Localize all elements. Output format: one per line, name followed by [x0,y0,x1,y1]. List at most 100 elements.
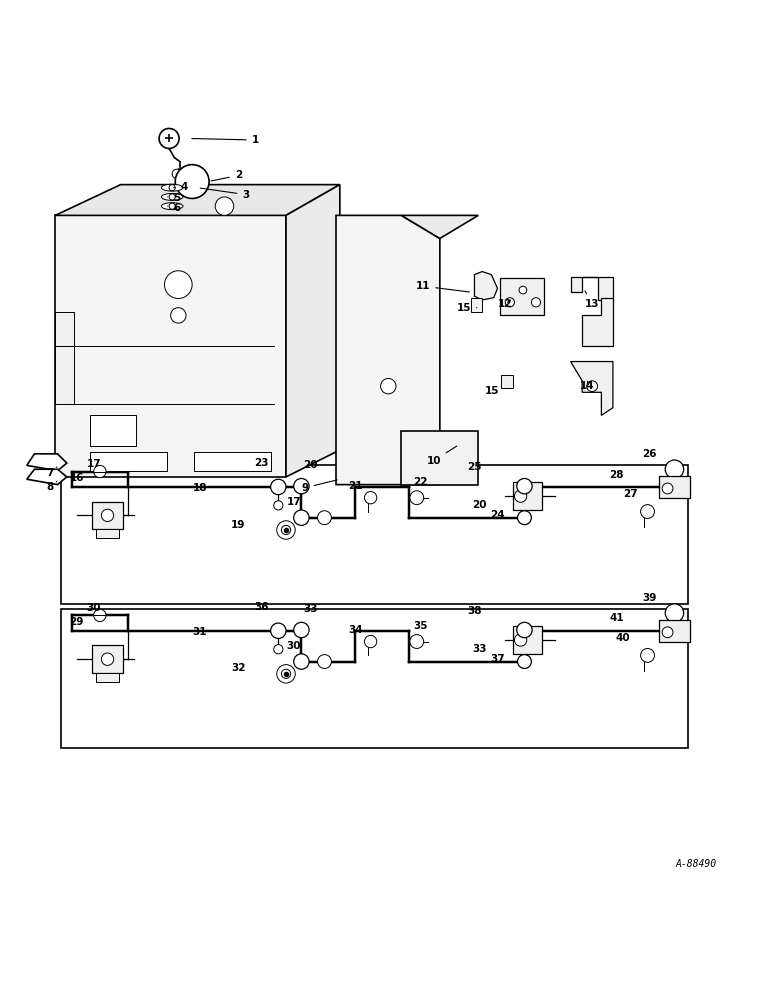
Text: 37: 37 [490,654,505,664]
Text: 36: 36 [254,602,269,612]
Circle shape [159,128,179,148]
Circle shape [364,635,377,648]
Circle shape [277,665,295,683]
Circle shape [281,525,290,535]
Circle shape [317,511,331,525]
Circle shape [514,490,527,502]
Bar [194,452,271,471]
Text: 29: 29 [69,617,84,627]
Text: 22: 22 [413,477,428,487]
Text: 27: 27 [623,489,638,499]
Bar [90,415,136,446]
Bar [56,346,74,404]
Bar [62,465,689,604]
Circle shape [293,510,309,525]
Circle shape [641,648,655,662]
Text: 41: 41 [609,613,624,623]
Circle shape [665,460,684,478]
Text: 38: 38 [467,606,482,616]
Circle shape [93,609,106,622]
Bar [659,476,690,498]
Circle shape [101,509,113,522]
Text: 18: 18 [192,483,207,493]
Circle shape [531,298,540,307]
Text: 26: 26 [642,449,656,459]
Bar [471,298,482,312]
Bar [499,278,544,315]
Circle shape [164,271,192,298]
Text: 1: 1 [192,135,259,145]
Text: 5: 5 [168,193,181,203]
Text: 4: 4 [174,182,188,192]
Circle shape [587,381,598,392]
Polygon shape [56,185,340,215]
Text: 28: 28 [610,470,624,480]
Text: 15: 15 [485,386,505,396]
Text: 16: 16 [69,473,84,483]
Circle shape [317,655,331,668]
Text: 20: 20 [303,460,318,470]
Polygon shape [401,431,479,485]
Text: 24: 24 [490,510,505,520]
Circle shape [516,478,532,494]
Bar [501,375,513,388]
Text: 32: 32 [231,663,245,673]
Circle shape [410,635,424,648]
Text: 23: 23 [254,458,269,468]
Ellipse shape [161,193,183,200]
Text: 30: 30 [86,603,101,613]
Circle shape [171,308,186,323]
Circle shape [381,378,396,394]
Circle shape [662,483,673,494]
Text: 35: 35 [413,621,428,631]
Bar [96,673,119,682]
Circle shape [169,185,175,191]
Text: 20: 20 [472,500,487,510]
Ellipse shape [161,203,183,210]
Text: 19: 19 [231,520,245,530]
Bar [92,502,123,529]
Circle shape [410,491,424,505]
Text: 3: 3 [200,188,249,200]
Circle shape [277,521,295,539]
Bar [513,626,542,654]
Circle shape [662,627,673,638]
Text: 8: 8 [46,482,57,492]
Circle shape [101,653,113,665]
Circle shape [169,194,175,200]
Polygon shape [582,298,613,346]
Text: 10: 10 [426,446,457,466]
Text: 25: 25 [467,462,482,472]
Circle shape [169,203,175,209]
Text: 15: 15 [456,303,477,313]
Circle shape [271,623,286,638]
Text: 7: 7 [46,467,57,478]
Polygon shape [571,362,613,415]
Text: 34: 34 [348,625,363,635]
Text: 33: 33 [472,644,487,654]
Text: 2: 2 [211,170,242,181]
Bar [96,529,119,538]
Polygon shape [27,454,66,471]
Text: 11: 11 [415,281,469,292]
Text: 13: 13 [585,291,599,309]
Polygon shape [336,215,440,485]
Circle shape [514,634,527,646]
Circle shape [271,479,286,495]
Text: 40: 40 [615,633,630,643]
Circle shape [517,511,531,525]
Text: 17: 17 [286,497,301,507]
Circle shape [274,645,283,654]
Circle shape [517,655,531,668]
Bar [90,452,167,471]
Text: 39: 39 [642,593,656,603]
Circle shape [364,492,377,504]
Circle shape [175,165,209,198]
Circle shape [215,197,234,215]
Polygon shape [27,469,66,485]
Ellipse shape [161,184,183,191]
Circle shape [281,669,290,678]
Polygon shape [56,215,286,477]
Bar [62,609,689,748]
Text: 31: 31 [192,627,207,637]
